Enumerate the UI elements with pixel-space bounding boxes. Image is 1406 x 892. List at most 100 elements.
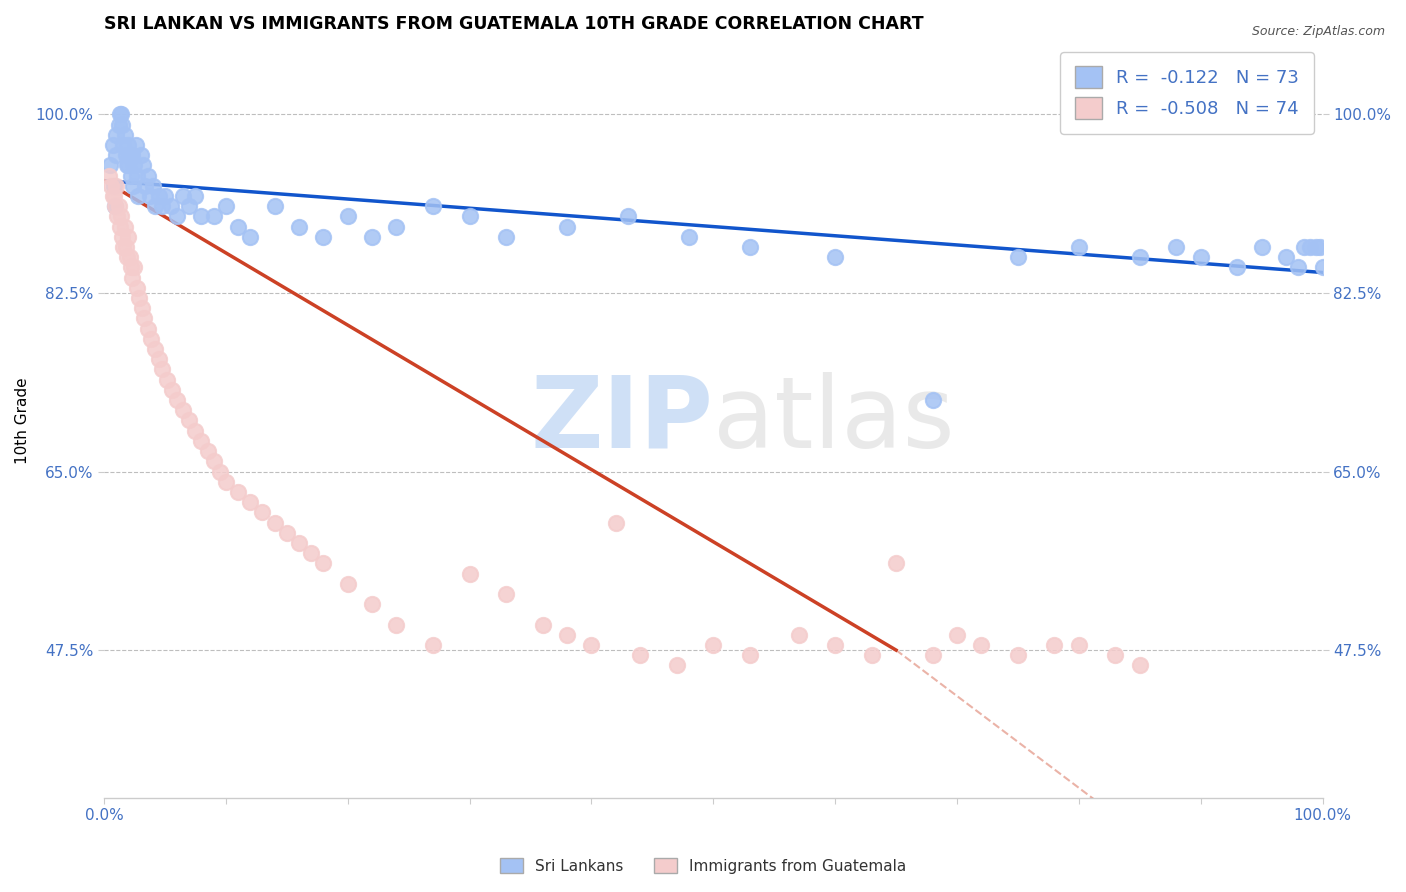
Point bbox=[125, 281, 148, 295]
Point bbox=[179, 199, 201, 213]
Point bbox=[1250, 240, 1272, 254]
Point bbox=[132, 158, 155, 172]
Point bbox=[605, 516, 627, 530]
Point bbox=[824, 250, 846, 264]
Point bbox=[458, 210, 481, 224]
Point bbox=[160, 383, 183, 397]
Point bbox=[129, 148, 152, 162]
Text: Source: ZipAtlas.com: Source: ZipAtlas.com bbox=[1251, 25, 1385, 38]
Point bbox=[148, 352, 170, 367]
Point bbox=[215, 475, 238, 489]
Point bbox=[495, 229, 517, 244]
Point bbox=[288, 219, 311, 234]
Point bbox=[860, 648, 883, 663]
Point bbox=[787, 628, 810, 642]
Point bbox=[115, 240, 138, 254]
Point bbox=[1189, 250, 1212, 264]
Point bbox=[1299, 240, 1322, 254]
Point bbox=[120, 260, 142, 275]
Point bbox=[252, 505, 274, 519]
Point bbox=[1067, 240, 1090, 254]
Point bbox=[100, 178, 122, 193]
Point bbox=[134, 311, 156, 326]
Point bbox=[226, 484, 249, 499]
Point bbox=[531, 617, 554, 632]
Point bbox=[738, 648, 761, 663]
Point bbox=[1104, 648, 1126, 663]
Point bbox=[156, 373, 179, 387]
Point bbox=[152, 362, 174, 376]
Point bbox=[111, 229, 134, 244]
Point bbox=[112, 240, 135, 254]
Point bbox=[103, 178, 125, 193]
Point bbox=[1007, 648, 1029, 663]
Text: ZIP: ZIP bbox=[530, 372, 713, 469]
Point bbox=[124, 137, 146, 152]
Point bbox=[336, 576, 359, 591]
Point bbox=[114, 128, 136, 142]
Point bbox=[110, 210, 132, 224]
Point bbox=[239, 229, 262, 244]
Point bbox=[108, 107, 131, 121]
Point bbox=[136, 321, 159, 335]
Point bbox=[190, 434, 212, 448]
Point bbox=[1309, 240, 1331, 254]
Point bbox=[115, 158, 138, 172]
Point bbox=[263, 199, 285, 213]
Point bbox=[215, 199, 238, 213]
Legend: Sri Lankans, Immigrants from Guatemala: Sri Lankans, Immigrants from Guatemala bbox=[494, 852, 912, 880]
Point bbox=[124, 158, 146, 172]
Point bbox=[172, 403, 194, 417]
Point bbox=[495, 587, 517, 601]
Point bbox=[678, 229, 700, 244]
Point bbox=[179, 413, 201, 427]
Point bbox=[105, 148, 128, 162]
Point bbox=[121, 148, 143, 162]
Point bbox=[125, 169, 148, 183]
Point bbox=[1226, 260, 1249, 275]
Point bbox=[458, 566, 481, 581]
Point bbox=[921, 393, 943, 408]
Point bbox=[921, 648, 943, 663]
Point bbox=[142, 178, 165, 193]
Point bbox=[103, 189, 125, 203]
Point bbox=[208, 465, 231, 479]
Point bbox=[97, 169, 120, 183]
Point bbox=[555, 628, 578, 642]
Point bbox=[617, 210, 640, 224]
Point bbox=[1067, 638, 1090, 652]
Point bbox=[101, 137, 124, 152]
Point bbox=[136, 169, 159, 183]
Point bbox=[104, 199, 127, 213]
Point bbox=[1129, 250, 1152, 264]
Point bbox=[141, 332, 163, 346]
Point bbox=[1312, 260, 1334, 275]
Point bbox=[665, 658, 688, 673]
Point bbox=[422, 199, 444, 213]
Point bbox=[108, 219, 131, 234]
Point bbox=[1286, 260, 1309, 275]
Point bbox=[139, 189, 162, 203]
Point bbox=[153, 189, 176, 203]
Point bbox=[101, 189, 124, 203]
Point bbox=[115, 148, 138, 162]
Point bbox=[263, 516, 285, 530]
Point bbox=[111, 118, 134, 132]
Point bbox=[117, 229, 139, 244]
Point bbox=[143, 199, 166, 213]
Point bbox=[166, 210, 188, 224]
Point bbox=[143, 342, 166, 356]
Point bbox=[118, 148, 141, 162]
Point bbox=[115, 250, 138, 264]
Point bbox=[131, 301, 153, 316]
Point bbox=[628, 648, 651, 663]
Point bbox=[122, 178, 145, 193]
Point bbox=[361, 597, 384, 611]
Legend: R =  -0.122   N = 73, R =  -0.508   N = 74: R = -0.122 N = 73, R = -0.508 N = 74 bbox=[1060, 52, 1313, 134]
Point bbox=[702, 638, 724, 652]
Point bbox=[121, 270, 143, 285]
Point bbox=[946, 628, 969, 642]
Point bbox=[555, 219, 578, 234]
Point bbox=[385, 219, 408, 234]
Point bbox=[738, 240, 761, 254]
